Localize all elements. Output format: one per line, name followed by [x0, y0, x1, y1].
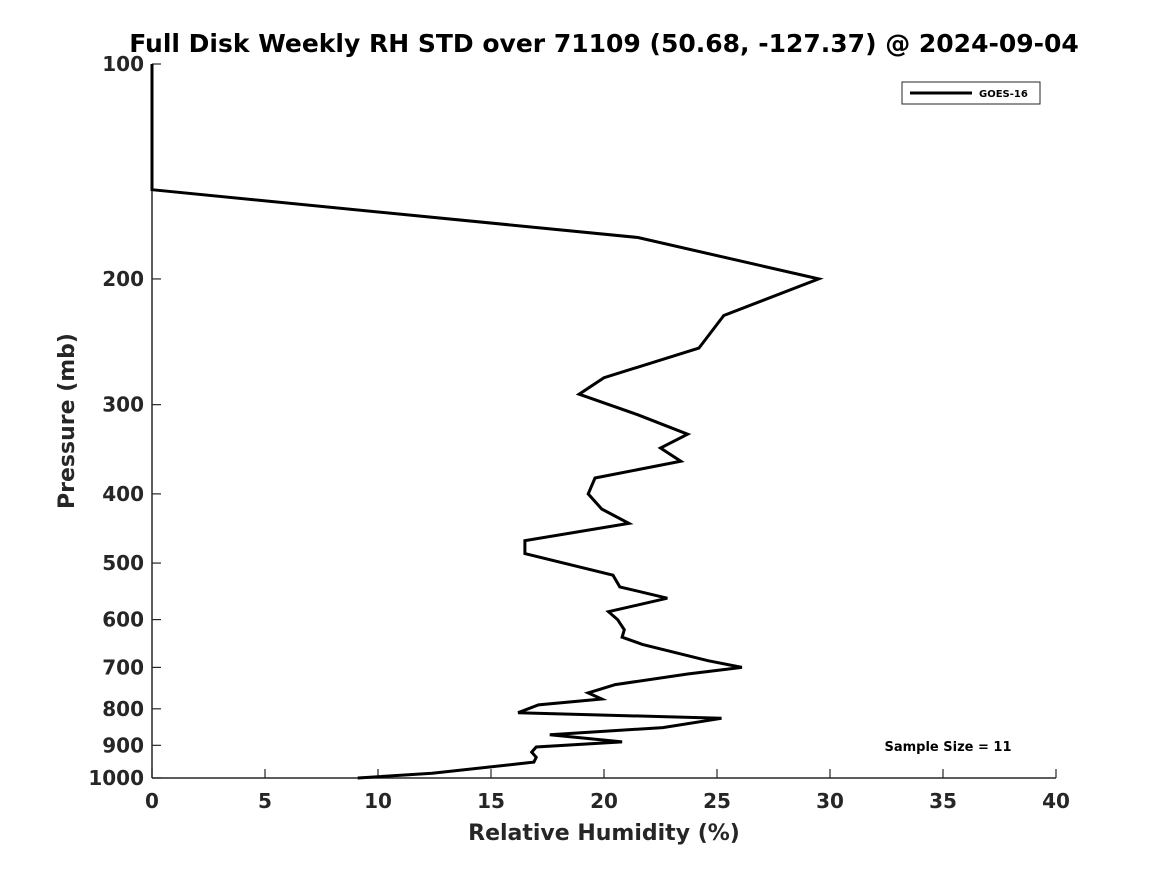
y-tick-label: 200 [102, 267, 144, 291]
y-ticks: 100 200 300 400 500 600 700 800 900 1000 [88, 52, 161, 790]
y-tick-label: 300 [102, 393, 144, 417]
plot-area: 0 5 10 15 20 25 30 35 40 100 200 300 400 500 600 700 80… [88, 52, 1070, 813]
y-axis-label: Pressure (mb) [55, 333, 80, 509]
series-layer [150, 64, 824, 780]
x-tick-label: 35 [929, 789, 957, 813]
x-tick-label: 40 [1042, 789, 1070, 813]
x-tick-label: 20 [590, 789, 618, 813]
y-tick-label: 500 [102, 551, 144, 575]
y-tick-label: 700 [102, 655, 144, 679]
x-ticks: 0 5 10 15 20 25 30 35 40 [145, 769, 1070, 813]
x-tick-label: 5 [258, 789, 272, 813]
y-tick-label: 900 [102, 733, 144, 757]
x-tick-label: 15 [477, 789, 505, 813]
y-tick-label: 1000 [88, 766, 144, 790]
x-tick-label: 0 [145, 789, 159, 813]
y-tick-label: 800 [102, 697, 144, 721]
x-tick-label: 30 [816, 789, 844, 813]
x-tick-label: 10 [364, 789, 392, 813]
legend-label: GOES-16 [979, 89, 1028, 100]
x-tick-label: 25 [703, 789, 731, 813]
chart-title: Full Disk Weekly RH STD over 71109 (50.6… [129, 29, 1079, 58]
sample-size-annotation: Sample Size = 11 [884, 740, 1011, 755]
y-tick-label: 600 [102, 608, 144, 632]
series-line-goes-16 [150, 64, 824, 780]
x-axis-label: Relative Humidity (%) [468, 821, 740, 846]
legend: GOES-16 [901, 81, 1041, 105]
y-tick-label: 100 [102, 52, 144, 76]
y-tick-label: 400 [102, 482, 144, 506]
